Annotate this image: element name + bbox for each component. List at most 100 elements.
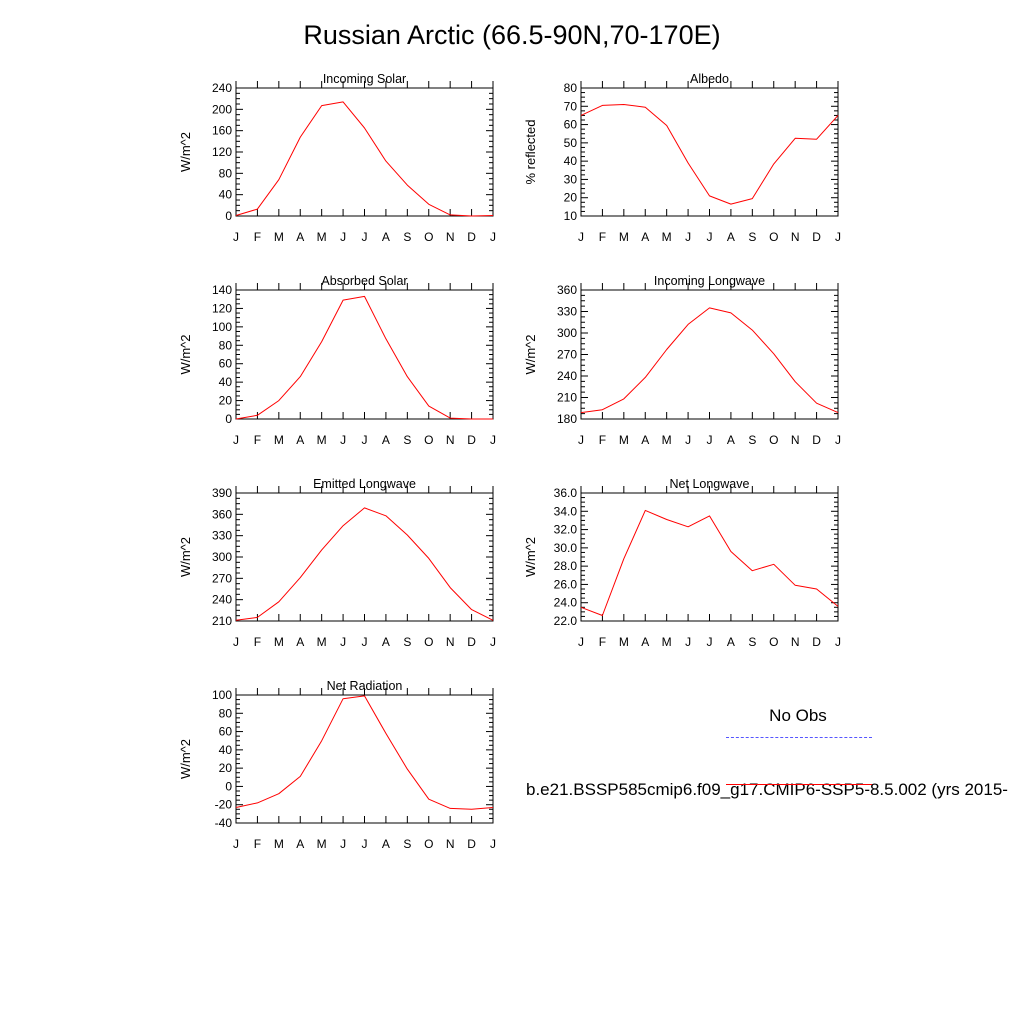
x-tick-label: J — [578, 635, 584, 649]
y-tick-label: 100 — [212, 320, 232, 334]
y-tick-label: 390 — [212, 486, 232, 500]
y-tick-label: 60 — [219, 725, 233, 739]
x-tick-label: M — [274, 837, 284, 851]
series-line — [235, 295, 493, 420]
chart-panel: Emitted Longwave W/m^2 210 240 270 300 330 360 3… — [178, 477, 496, 649]
y-tick-label: 36.0 — [554, 486, 578, 500]
chart-title: Albedo — [690, 72, 729, 86]
y-tick-label: 0 — [225, 779, 232, 793]
chart-title: Incoming Solar — [323, 72, 406, 86]
y-tick-label: 80 — [219, 166, 233, 180]
chart-title: Incoming Longwave — [654, 274, 765, 288]
series-line — [580, 307, 839, 414]
x-tick-label: D — [812, 433, 821, 447]
plot-frame — [580, 87, 839, 217]
x-tick-label: D — [467, 635, 476, 649]
x-tick-label: M — [619, 635, 629, 649]
x-tick-label: O — [424, 837, 433, 851]
x-tick-label: S — [748, 433, 756, 447]
x-tick-label: M — [619, 230, 629, 244]
x-tick-label: M — [317, 837, 327, 851]
y-tick-label: 120 — [212, 301, 232, 315]
x-tick-label: D — [812, 230, 821, 244]
plot-frame — [235, 87, 494, 217]
plot-frame — [580, 492, 839, 622]
y-tick-label: 34.0 — [554, 504, 578, 518]
y-tick-label: 360 — [557, 283, 577, 297]
y-tick-label: 28.0 — [554, 559, 578, 573]
x-tick-label: J — [340, 837, 346, 851]
x-tick-label: S — [403, 433, 411, 447]
y-axis-label: W/m^2 — [178, 537, 193, 577]
y-tick-label: 40 — [219, 375, 233, 389]
x-tick-label: J — [233, 230, 239, 244]
y-tick-label: 300 — [212, 550, 232, 564]
series-line — [580, 509, 839, 616]
x-tick-label: M — [317, 635, 327, 649]
x-tick-label: A — [382, 635, 390, 649]
y-tick-label: 10 — [564, 209, 578, 223]
x-tick-label: J — [362, 837, 368, 851]
x-tick-label: J — [707, 433, 713, 447]
y-tick-label: 24.0 — [554, 596, 578, 610]
y-axis-label: W/m^2 — [523, 334, 538, 374]
y-tick-label: 22.0 — [554, 614, 578, 628]
x-tick-label: A — [296, 433, 304, 447]
x-tick-label: A — [641, 230, 649, 244]
y-tick-label: 180 — [557, 412, 577, 426]
plot-frame — [235, 492, 494, 622]
x-tick-label: A — [727, 433, 735, 447]
x-tick-label: O — [424, 635, 433, 649]
y-tick-label: 30.0 — [554, 541, 578, 555]
x-tick-label: J — [362, 230, 368, 244]
y-axis-label: W/m^2 — [178, 334, 193, 374]
y-tick-label: 70 — [564, 99, 578, 113]
y-tick-label: 60 — [219, 357, 233, 371]
y-tick-label: 270 — [557, 348, 577, 362]
x-tick-label: F — [254, 635, 261, 649]
y-tick-label: 360 — [212, 507, 232, 521]
x-tick-label: A — [641, 433, 649, 447]
x-tick-label: J — [490, 635, 496, 649]
x-tick-label: J — [835, 230, 841, 244]
plot-frame — [580, 289, 839, 420]
x-tick-label: N — [446, 230, 455, 244]
plot-frame — [235, 694, 494, 824]
x-tick-label: A — [727, 635, 735, 649]
y-tick-label: 32.0 — [554, 523, 578, 537]
chart-title: Net Radiation — [327, 679, 403, 693]
x-tick-label: J — [578, 230, 584, 244]
x-tick-label: F — [599, 433, 606, 447]
y-tick-label: -40 — [215, 816, 233, 830]
x-tick-label: D — [467, 230, 476, 244]
x-tick-label: J — [490, 837, 496, 851]
chart-panel: Incoming Longwave W/m^2 180 210 240 270 300 330… — [523, 274, 841, 447]
x-tick-label: A — [382, 230, 390, 244]
y-tick-label: 0 — [225, 209, 232, 223]
x-tick-label: F — [254, 837, 261, 851]
plot-frame — [235, 289, 494, 420]
x-tick-label: D — [467, 433, 476, 447]
y-tick-label: 140 — [212, 283, 232, 297]
x-tick-label: S — [403, 635, 411, 649]
series-line — [235, 101, 494, 217]
x-tick-label: M — [317, 433, 327, 447]
page-title: Russian Arctic (66.5-90N,70-170E) — [303, 20, 721, 50]
y-tick-label: 300 — [557, 326, 577, 340]
y-tick-label: 20 — [219, 394, 233, 408]
x-tick-label: A — [296, 635, 304, 649]
x-tick-label: A — [382, 433, 390, 447]
x-tick-label: J — [707, 230, 713, 244]
x-tick-label: A — [641, 635, 649, 649]
y-tick-label: 20 — [564, 191, 578, 205]
x-tick-label: M — [619, 433, 629, 447]
y-tick-label: 210 — [212, 614, 232, 628]
y-tick-label: 120 — [212, 145, 232, 159]
x-tick-label: J — [233, 635, 239, 649]
x-tick-label: F — [254, 230, 261, 244]
